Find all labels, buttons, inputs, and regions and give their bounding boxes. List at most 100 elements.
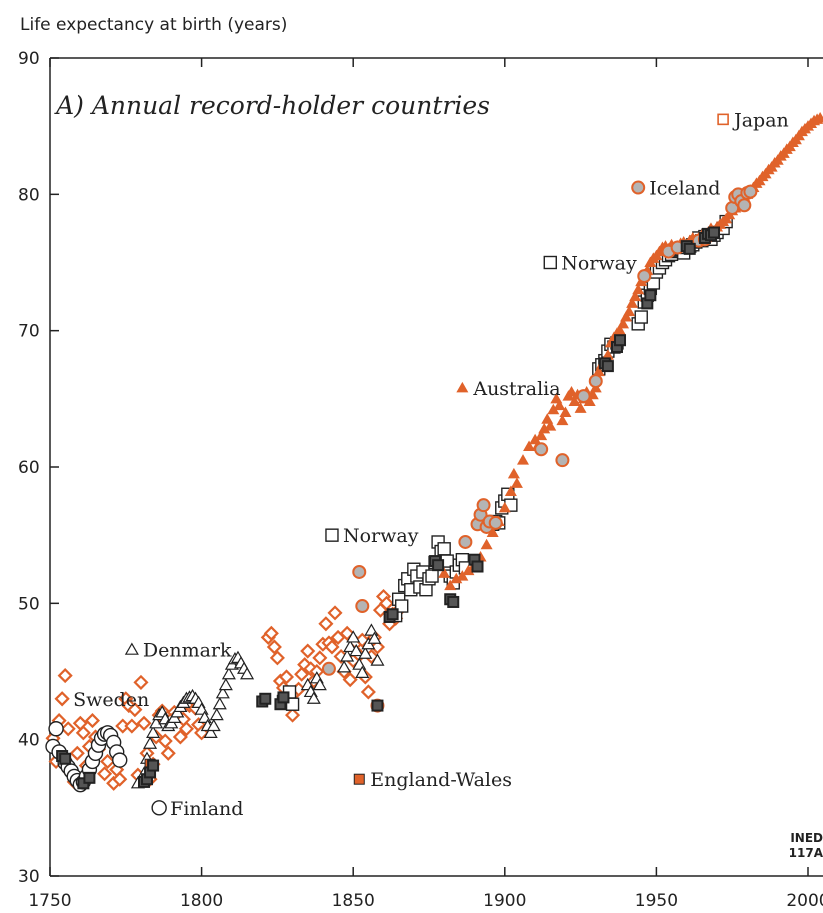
annotation-marker: [543, 255, 557, 270]
data-point: [743, 184, 758, 199]
data-point: [574, 402, 587, 413]
annotation-label: Norway: [343, 525, 419, 547]
data-point: [614, 334, 627, 347]
annotation-label: Sweden: [73, 689, 149, 711]
data-point: [364, 623, 379, 636]
data-point: [346, 630, 361, 643]
data-point: [60, 721, 76, 737]
data-point: [337, 660, 352, 673]
data-point: [349, 643, 364, 657]
data-point: [355, 665, 370, 678]
annotation-finland: Finland: [151, 798, 243, 820]
data-point: [321, 661, 336, 676]
data-point: [516, 454, 529, 465]
y-tick-label: 60: [18, 458, 40, 478]
data-point: [146, 725, 161, 738]
axes: 1750 1800 1850 1900 1950 2000 30 40 50 60 70 80 90: [18, 49, 823, 911]
y-axis-label: Life expectancy at birth (years): [20, 15, 287, 35]
x-tick-label: 1750: [28, 891, 71, 911]
data-point: [327, 605, 343, 621]
data-point: [456, 570, 469, 581]
y-tick-label: 30: [18, 867, 40, 887]
data-point: [488, 515, 503, 530]
annotations: Japan Iceland Norway Australia Norway Denmark…: [54, 109, 789, 820]
data-point: [370, 653, 385, 666]
data-point: [355, 599, 370, 614]
data-point: [209, 707, 224, 721]
annotation-marker: [54, 691, 70, 707]
data-point: [471, 560, 484, 573]
data-point: [343, 639, 358, 653]
x-tick-label: 1800: [180, 891, 223, 911]
data-point: [623, 305, 636, 317]
data-point: [565, 386, 578, 397]
data-point: [632, 283, 645, 295]
data-point: [312, 677, 327, 691]
annotation-sweden: Sweden: [54, 689, 149, 711]
data-point: [285, 697, 300, 711]
data-point: [629, 290, 642, 302]
annotation-norway: Norway: [325, 525, 419, 547]
data-point: [240, 667, 255, 680]
annotation-marker: [631, 180, 646, 195]
data-point: [601, 349, 614, 360]
data-point: [432, 559, 445, 572]
data-point: [100, 753, 116, 770]
data-point: [814, 111, 823, 123]
data-point: [203, 725, 218, 738]
annotation-label: Denmark: [143, 640, 232, 662]
data-point: [371, 699, 384, 712]
data-point: [438, 567, 451, 578]
x-tick-label: 1850: [332, 891, 375, 911]
data-point: [143, 736, 158, 749]
data-point: [75, 725, 91, 741]
panel-title-line-1: A) Annual record-holder countries: [54, 91, 490, 120]
data-point: [215, 686, 230, 699]
data-point: [588, 374, 603, 389]
data-point: [601, 360, 614, 373]
data-point: [84, 713, 101, 729]
plot-area: [45, 111, 823, 793]
data-point: [637, 269, 652, 284]
data-point: [626, 297, 639, 308]
data-point: [462, 564, 475, 576]
data-point: [48, 721, 64, 737]
annotation-marker: [151, 800, 167, 816]
data-point: [160, 745, 176, 761]
data-point: [206, 718, 221, 732]
data-point: [97, 766, 113, 782]
data-point: [285, 707, 301, 723]
data-point: [555, 453, 570, 468]
data-point: [127, 702, 143, 718]
data-point: [425, 569, 439, 583]
data-point: [614, 324, 627, 336]
data-point: [644, 289, 657, 302]
data-point: [480, 538, 493, 550]
annotation-label: England-Wales: [370, 769, 512, 791]
annotation-marker: [353, 773, 365, 785]
data-point: [218, 677, 233, 691]
annotation-label: Japan: [732, 109, 789, 131]
annotation-japan: Japan: [717, 109, 789, 131]
data-point: [369, 639, 386, 655]
data-point: [437, 542, 451, 556]
data-point: [59, 752, 72, 765]
data-point: [737, 198, 752, 213]
data-point: [592, 365, 605, 377]
source-line-2: 117A: [789, 846, 823, 860]
data-point: [324, 639, 340, 655]
data-point: [378, 595, 395, 611]
data-point: [277, 691, 290, 704]
data-point: [583, 395, 596, 407]
data-point: [510, 477, 523, 488]
annotation-marker: [325, 528, 339, 542]
x-tick-label: 2000: [786, 891, 823, 911]
annotation-denmark: Denmark: [124, 640, 232, 662]
data-point: [547, 403, 560, 415]
annotation-england-wales: England-Wales: [353, 769, 512, 791]
annotation-marker: [124, 642, 139, 655]
data-point: [576, 389, 591, 404]
x-tick-label: 1900: [483, 891, 526, 911]
y-tick-label: 50: [18, 594, 40, 614]
